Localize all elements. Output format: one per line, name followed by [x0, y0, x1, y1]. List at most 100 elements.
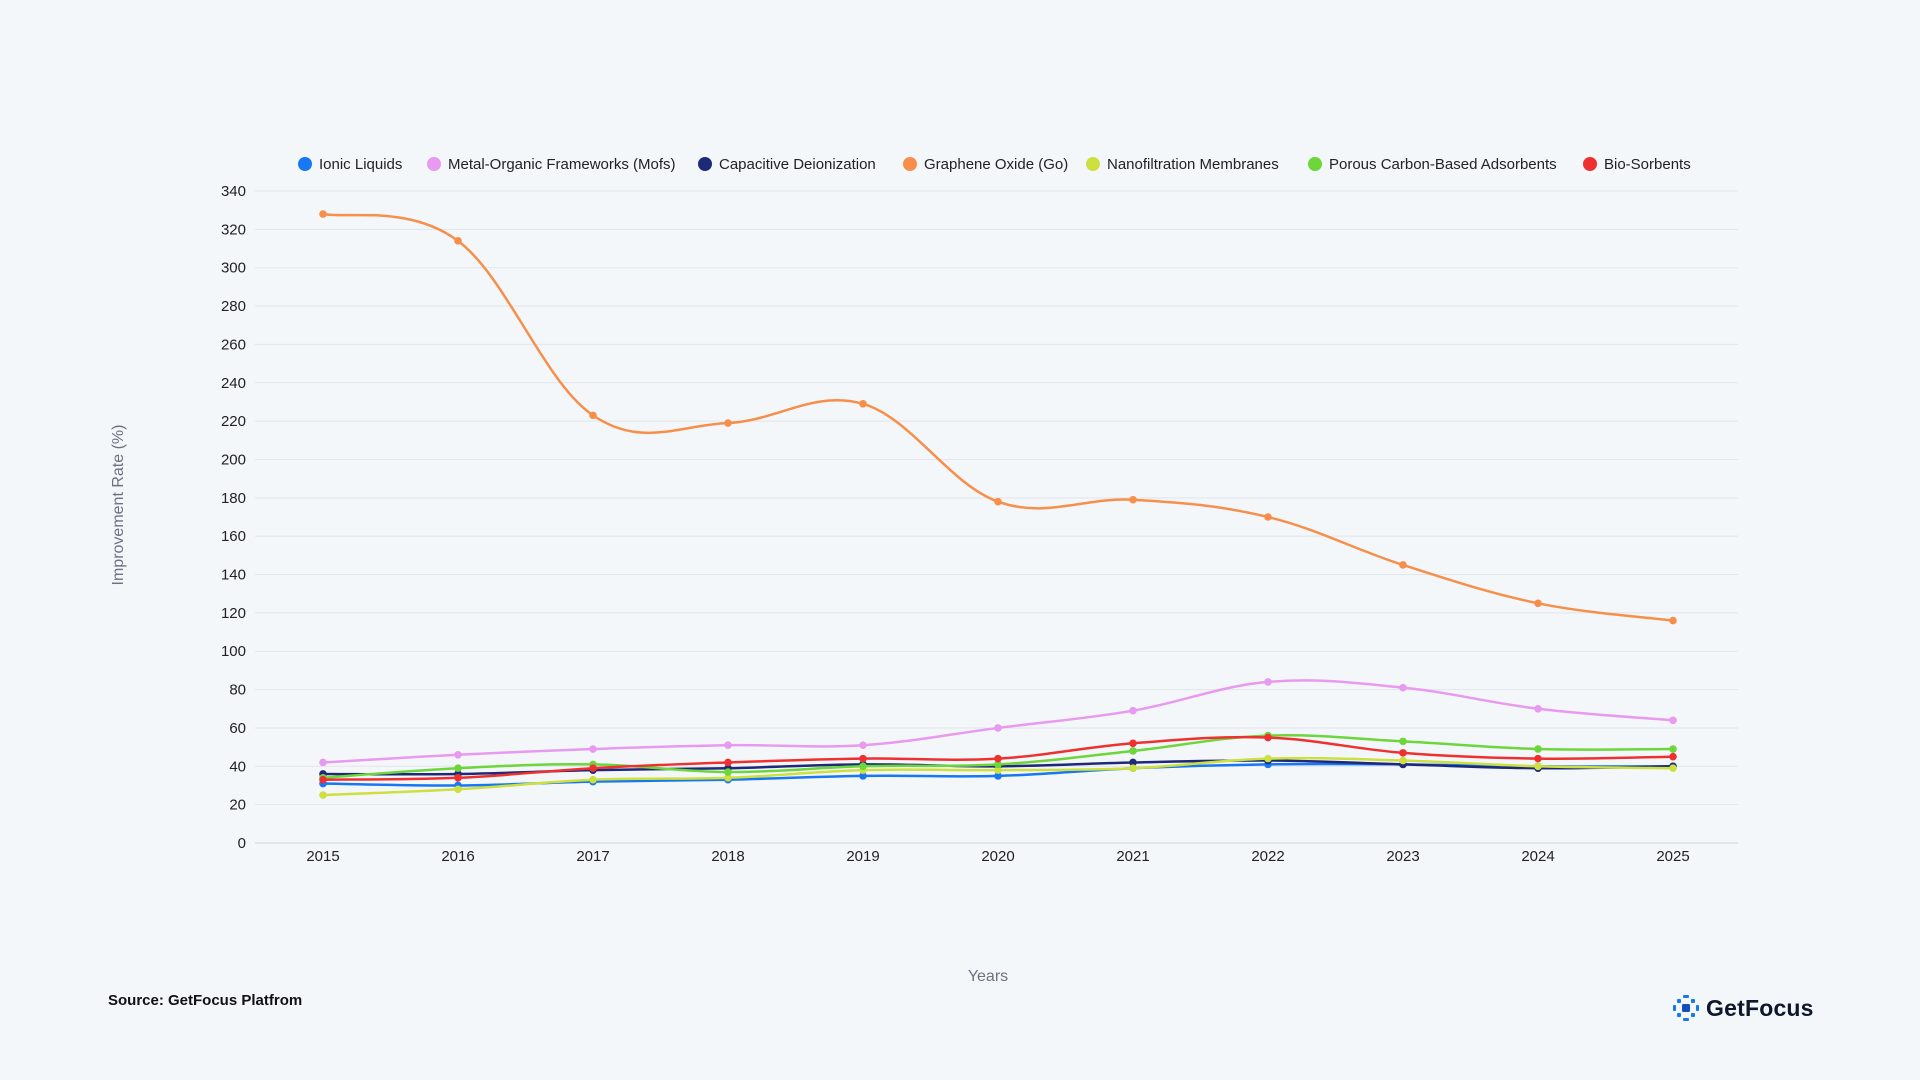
data-point [859, 754, 867, 763]
legend-marker [1086, 157, 1100, 171]
x-axis-ticks: 2015 2016 2017 2018 2019 2020 2021 2022 2023 2024… [306, 848, 1689, 865]
y-tick-label: 200 [221, 451, 246, 468]
y-axis-ticks: 0 20 40 60 80 100 120 140 160 180 200 220 240 260 280 3… [221, 183, 246, 852]
x-tick-label: 2016 [441, 848, 474, 865]
legend-item[interactable]: Ionic Liquids [298, 156, 402, 173]
data-point [454, 237, 462, 245]
legend-marker [1308, 157, 1322, 171]
data-point [1129, 764, 1137, 773]
legend-label: Graphene Oxide (Go) [924, 156, 1068, 173]
brand-name: GetFocus [1706, 994, 1814, 1021]
legend-item[interactable]: Graphene Oxide (Go) [903, 156, 1068, 173]
data-point [724, 741, 732, 749]
data-point [1534, 745, 1542, 753]
legend-label: Capacitive Deionization [719, 156, 876, 173]
legend-label: Bio-Sorbents [1604, 156, 1691, 173]
data-point [1399, 756, 1407, 765]
brand-logo: GetFocus [1672, 994, 1814, 1022]
data-point [1399, 749, 1407, 757]
legend-item[interactable]: Bio-Sorbents [1583, 156, 1691, 173]
data-point [1129, 706, 1137, 715]
x-tick-label: 2022 [1251, 848, 1284, 865]
y-tick-label: 140 [221, 567, 246, 584]
source-note: Source: GetFocus Platfrom [108, 992, 303, 1009]
data-point [589, 411, 597, 420]
y-tick-label: 60 [229, 720, 246, 737]
legend-marker [1583, 157, 1597, 171]
legend-marker [427, 157, 441, 171]
y-tick-label: 160 [221, 528, 246, 545]
data-point [994, 766, 1002, 774]
data-point [859, 772, 867, 780]
data-point [1264, 513, 1272, 521]
data-point [589, 764, 597, 773]
data-point [454, 750, 462, 759]
getfocus-logo-icon [1673, 995, 1699, 1021]
x-tick-label: 2017 [576, 848, 609, 865]
legend-marker [698, 157, 712, 171]
data-point [1399, 683, 1407, 692]
y-tick-label: 20 [229, 797, 246, 814]
y-tick-label: 220 [221, 413, 246, 430]
data-point [859, 762, 867, 771]
data-point [994, 724, 1002, 732]
y-tick-label: 240 [221, 375, 246, 392]
chart-legend: Ionic Liquids Metal-Organic Frameworks (M… [298, 156, 1691, 173]
y-axis-title: Improvement Rate (%) [110, 425, 127, 586]
data-point [454, 764, 462, 773]
y-tick-label: 300 [221, 260, 246, 277]
y-tick-label: 40 [229, 758, 246, 775]
data-point [1534, 762, 1542, 771]
data-point [1669, 745, 1677, 753]
data-point [724, 768, 732, 776]
legend-label: Nanofiltration Membranes [1107, 156, 1279, 173]
series-graphene-oxide-go [319, 210, 1677, 625]
legend-item[interactable]: Porous Carbon-Based Adsorbents [1308, 156, 1557, 173]
y-tick-label: 260 [221, 336, 246, 353]
data-point [724, 758, 732, 767]
legend-label: Porous Carbon-Based Adsorbents [1329, 156, 1557, 173]
data-point [994, 772, 1002, 780]
legend-item[interactable]: Nanofiltration Membranes [1086, 156, 1279, 173]
data-point [1129, 739, 1137, 748]
data-point [1129, 747, 1137, 755]
y-tick-label: 80 [229, 682, 246, 699]
data-point [994, 760, 1002, 769]
x-tick-label: 2018 [711, 848, 744, 865]
x-tick-label: 2019 [846, 848, 879, 865]
y-tick-label: 100 [221, 643, 246, 660]
x-tick-label: 2021 [1116, 848, 1149, 865]
data-point [319, 791, 327, 799]
data-point [1264, 678, 1272, 686]
data-point [454, 774, 462, 782]
series-nanofiltration-membranes [319, 754, 1677, 799]
data-point [1399, 737, 1407, 746]
series-line [322, 679, 1674, 764]
data-point [724, 774, 732, 782]
legend-item[interactable]: Metal-Organic Frameworks (Mofs) [427, 156, 676, 173]
series-porous-carbon-based-adsorbents [319, 731, 1677, 782]
data-point [1534, 754, 1542, 763]
data-point [319, 775, 327, 784]
data-point [454, 785, 462, 794]
data-point [1669, 716, 1677, 725]
x-tick-label: 2020 [981, 848, 1014, 865]
legend-label: Ionic Liquids [319, 156, 402, 173]
y-tick-label: 180 [221, 490, 246, 507]
data-point [319, 210, 327, 218]
series-bio-sorbents [319, 733, 1677, 784]
series-layer [319, 210, 1677, 799]
data-point [589, 745, 597, 753]
y-tick-label: 340 [221, 183, 246, 200]
data-point [1264, 754, 1272, 763]
data-point [589, 775, 597, 784]
series-metal-organic-frameworks-mofs [319, 678, 1677, 767]
legend-marker [903, 157, 917, 171]
data-point [1129, 495, 1137, 504]
legend-item[interactable]: Capacitive Deionization [698, 156, 876, 173]
data-point [859, 400, 867, 408]
y-tick-label: 280 [221, 298, 246, 315]
y-tick-label: 320 [221, 221, 246, 238]
x-tick-label: 2015 [306, 848, 339, 865]
